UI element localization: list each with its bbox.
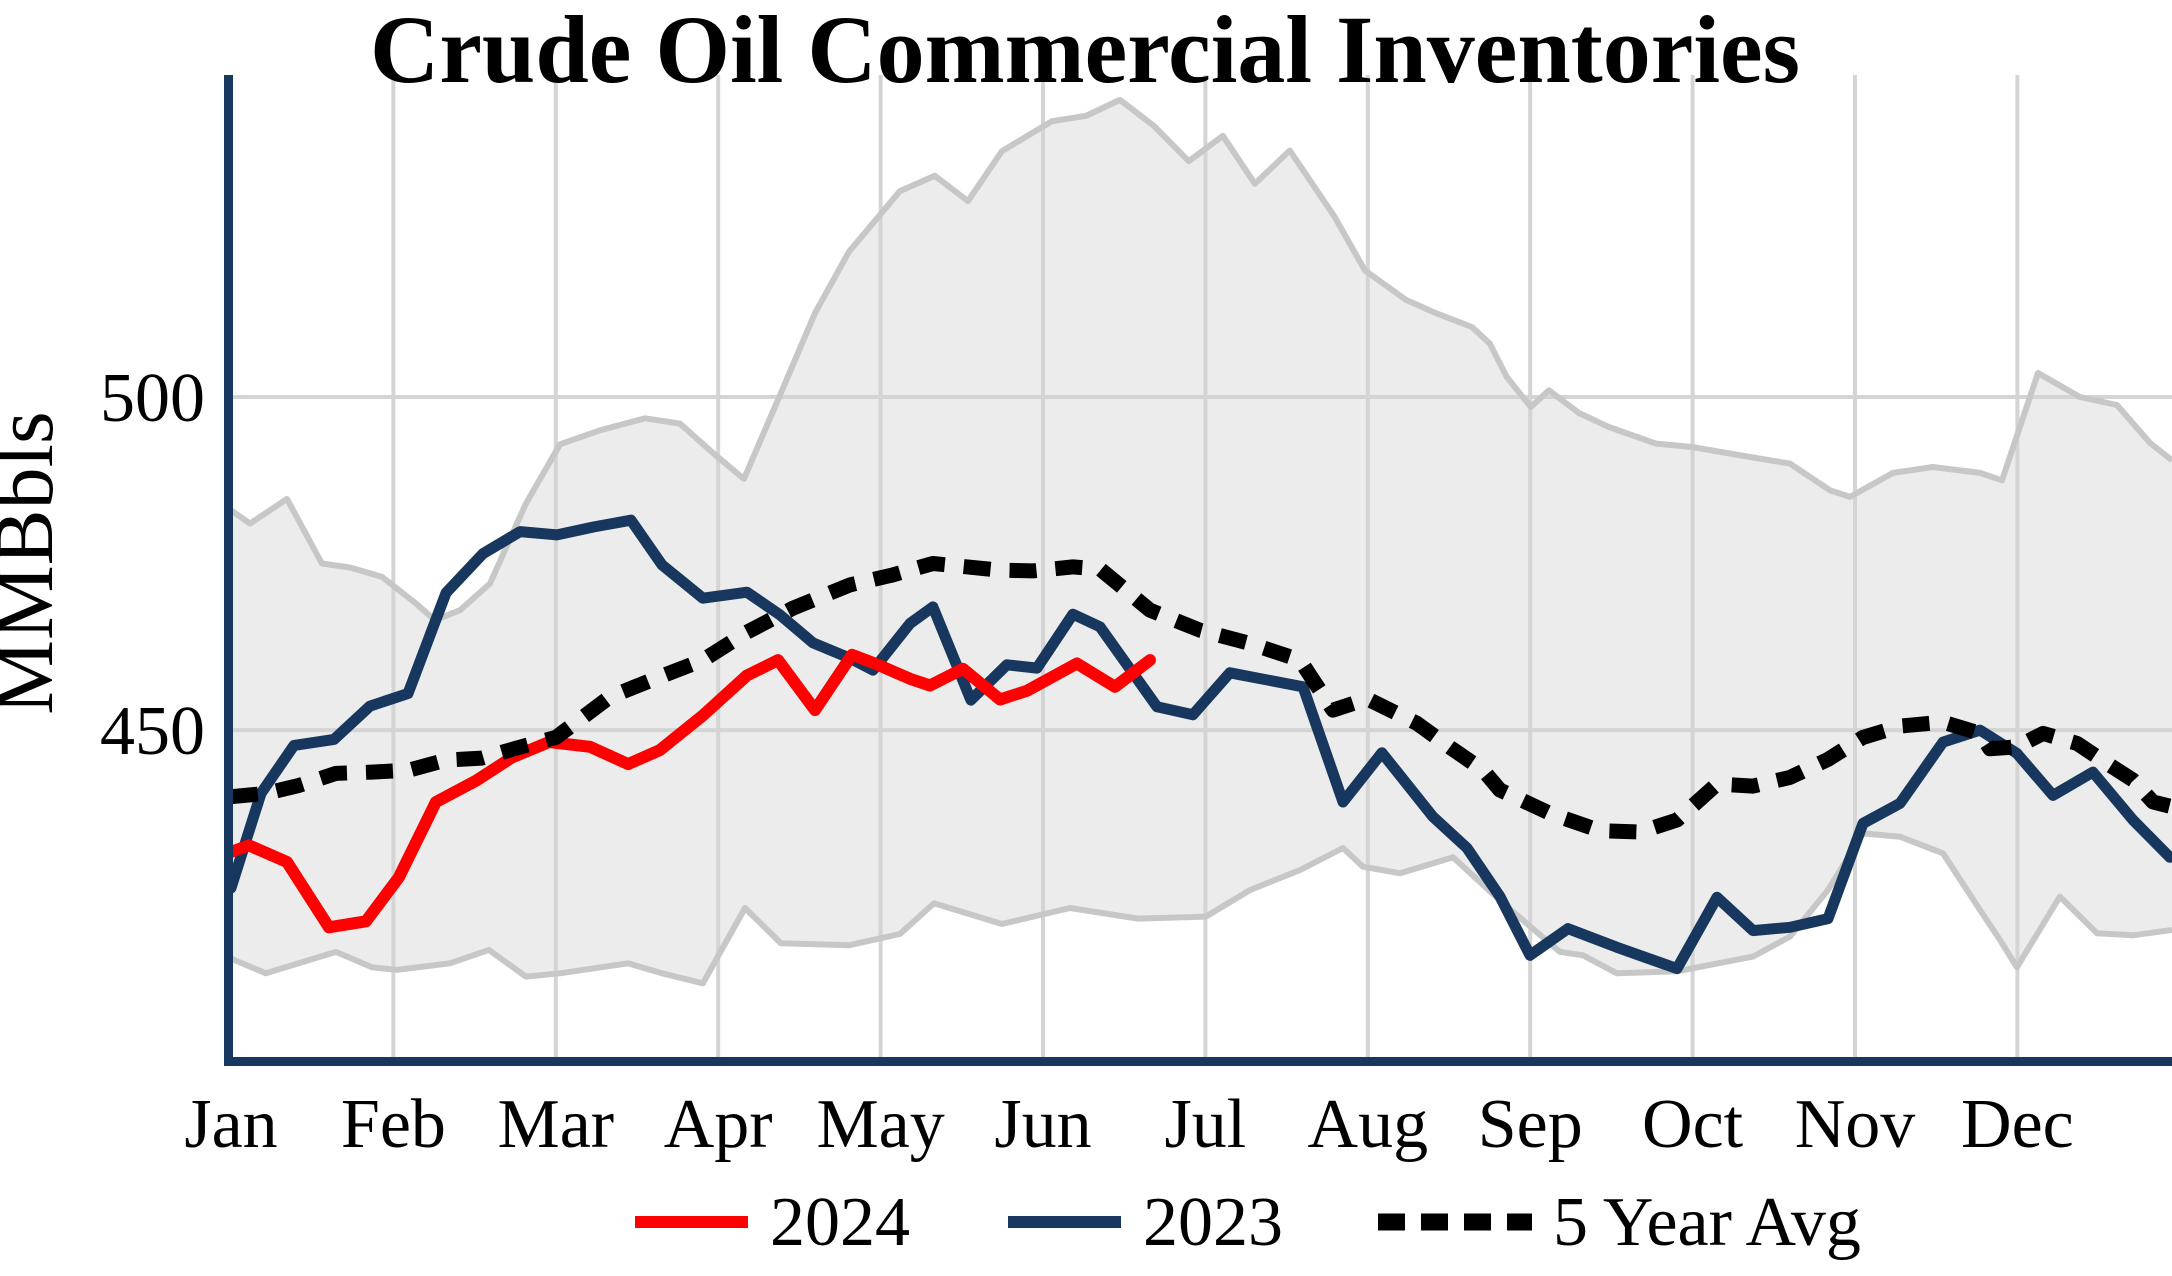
legend-item-5-year-avg: 5 Year Avg — [1378, 1184, 1861, 1261]
chart-title: Crude Oil Commercial Inventories — [370, 0, 1800, 103]
y-axis-label: MMBbls — [0, 411, 71, 714]
x-tick-labels: Jan Feb Mar Apr May Jun Jul Aug Sep Oct Nov Dec — [184, 1086, 2073, 1163]
y-tick-450: 450 — [100, 693, 205, 770]
y-tick-500: 500 — [100, 360, 205, 437]
y-axis-line — [224, 75, 233, 1066]
legend-label-5-year-avg: 5 Year Avg — [1553, 1184, 1861, 1261]
five-year-range-band — [231, 99, 2172, 984]
axes — [224, 75, 2172, 1066]
x-tick-jan: Jan — [184, 1086, 277, 1163]
range-band-bottom-edge — [229, 830, 2172, 987]
series-line-2023 — [225, 514, 2172, 975]
x-tick-may: May — [816, 1086, 944, 1163]
series-line-2024 — [225, 648, 1156, 934]
x-tick-sep: Sep — [1478, 1086, 1583, 1163]
series-line-5-year-avg — [230, 556, 2172, 840]
x-tick-jun: Jun — [994, 1086, 1091, 1163]
range-band-fill — [231, 99, 2172, 984]
legend: 2024 2023 5 Year Avg — [635, 1184, 1861, 1261]
x-tick-apr: Apr — [664, 1086, 773, 1163]
x-tick-jul: Jul — [1165, 1086, 1247, 1163]
legend-label-2024: 2024 — [770, 1184, 910, 1261]
x-tick-aug: Aug — [1308, 1086, 1429, 1163]
legend-item-2023: 2023 — [1008, 1184, 1283, 1261]
x-axis-line — [224, 1057, 2172, 1066]
legend-label-2023: 2023 — [1143, 1184, 1283, 1261]
data-series — [225, 514, 2172, 975]
x-tick-mar: Mar — [497, 1086, 614, 1163]
x-tick-feb: Feb — [341, 1086, 446, 1163]
x-tick-nov: Nov — [1795, 1086, 1916, 1163]
legend-item-2024: 2024 — [635, 1184, 910, 1261]
x-tick-dec: Dec — [1961, 1086, 2074, 1163]
x-tick-oct: Oct — [1642, 1086, 1744, 1163]
